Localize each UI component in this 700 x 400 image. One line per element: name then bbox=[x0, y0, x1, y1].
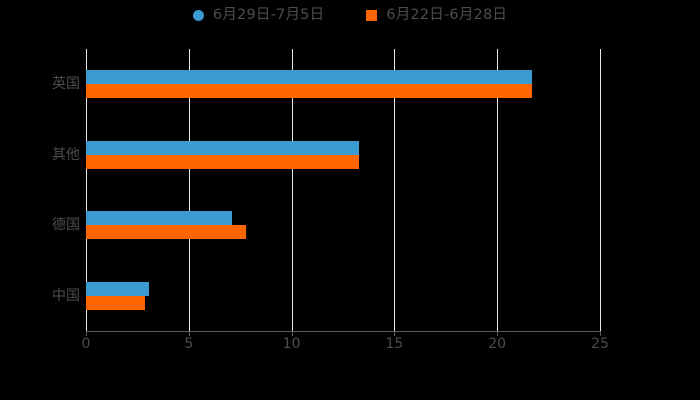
legend-label-0: 6月29日-7月5日 bbox=[212, 6, 325, 23]
gridline-x-0 bbox=[86, 49, 87, 331]
legend-item-1[interactable]: 6月22日-6月28日 bbox=[366, 8, 507, 23]
legend-square-icon bbox=[366, 9, 378, 21]
x-tick-label-25: 25 bbox=[591, 336, 609, 352]
bar-group bbox=[86, 140, 600, 169]
bar-group bbox=[86, 70, 600, 99]
bar[interactable] bbox=[86, 225, 247, 240]
gridline-x-20 bbox=[497, 49, 499, 331]
plot-area bbox=[86, 49, 601, 331]
x-tick-mark-20 bbox=[497, 331, 499, 336]
bar[interactable] bbox=[86, 295, 145, 310]
x-tick-mark-25 bbox=[600, 331, 601, 336]
y-category-label: 其他 bbox=[52, 146, 80, 163]
bar[interactable] bbox=[86, 281, 149, 296]
x-tick-label-10: 10 bbox=[282, 336, 301, 352]
gridline-x-10 bbox=[291, 49, 293, 331]
bar[interactable] bbox=[86, 154, 360, 169]
bar[interactable] bbox=[86, 70, 533, 85]
bar[interactable] bbox=[86, 140, 360, 155]
x-axis-line bbox=[86, 331, 601, 332]
bar[interactable] bbox=[86, 211, 232, 226]
bar-group bbox=[86, 281, 600, 310]
chart-legend: 6月29日-7月5日 6月22日-6月28日 bbox=[0, 4, 700, 26]
x-tick-mark-0 bbox=[86, 331, 87, 336]
legend-item-0[interactable]: 6月29日-7月5日 bbox=[192, 6, 325, 23]
legend-dot-icon bbox=[192, 9, 204, 21]
y-category-label: 中国 bbox=[52, 287, 80, 304]
bar[interactable] bbox=[86, 84, 533, 99]
x-tick-label-0: 0 bbox=[81, 336, 91, 352]
bar-group bbox=[86, 211, 600, 240]
x-tick-label-20: 20 bbox=[488, 336, 507, 352]
legend-label-1: 6月22日-6月28日 bbox=[386, 6, 508, 23]
y-category-label: 英国 bbox=[52, 76, 80, 93]
gridline-x-15 bbox=[394, 49, 396, 331]
x-tick-label-15: 15 bbox=[385, 336, 404, 352]
x-tick-mark-15 bbox=[394, 331, 396, 336]
gridline-x-5 bbox=[188, 49, 190, 331]
x-tick-label-5: 5 bbox=[184, 336, 194, 352]
gridline-x-25 bbox=[600, 49, 601, 331]
y-category-label: 德国 bbox=[52, 217, 80, 234]
x-tick-mark-5 bbox=[188, 331, 190, 336]
x-tick-mark-10 bbox=[291, 331, 293, 336]
